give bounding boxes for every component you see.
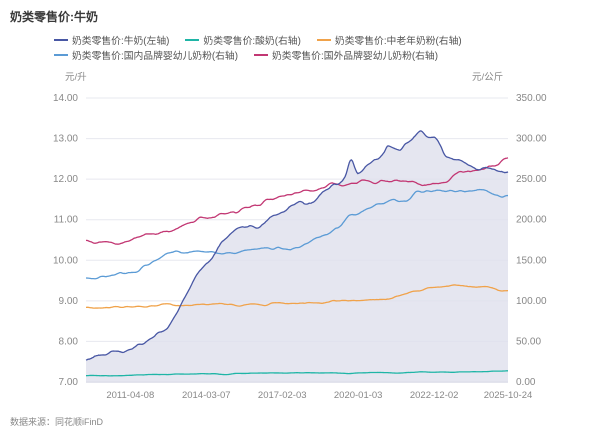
svg-text:9.00: 9.00 bbox=[59, 296, 79, 307]
svg-text:13.00: 13.00 bbox=[53, 134, 78, 145]
svg-text:0.00: 0.00 bbox=[516, 377, 536, 388]
svg-text:250.00: 250.00 bbox=[516, 174, 547, 185]
svg-text:50.00: 50.00 bbox=[516, 336, 541, 347]
svg-text:2017-02-03: 2017-02-03 bbox=[258, 390, 307, 401]
svg-text:100.00: 100.00 bbox=[516, 296, 547, 307]
svg-text:300.00: 300.00 bbox=[516, 134, 547, 145]
svg-text:2025-10-24: 2025-10-24 bbox=[484, 390, 533, 401]
svg-text:11.00: 11.00 bbox=[54, 215, 79, 226]
svg-text:8.00: 8.00 bbox=[59, 336, 79, 347]
svg-text:2020-01-03: 2020-01-03 bbox=[334, 390, 383, 401]
svg-text:7.00: 7.00 bbox=[59, 377, 79, 388]
svg-text:150.00: 150.00 bbox=[516, 255, 547, 266]
svg-text:2022-12-02: 2022-12-02 bbox=[410, 390, 459, 401]
svg-text:2014-03-07: 2014-03-07 bbox=[182, 390, 231, 401]
svg-text:10.00: 10.00 bbox=[53, 255, 78, 266]
svg-text:2011-04-08: 2011-04-08 bbox=[106, 390, 154, 401]
svg-text:12.00: 12.00 bbox=[53, 174, 78, 185]
svg-text:200.00: 200.00 bbox=[516, 215, 547, 226]
svg-text:350.00: 350.00 bbox=[516, 93, 547, 104]
svg-text:14.00: 14.00 bbox=[53, 93, 78, 104]
